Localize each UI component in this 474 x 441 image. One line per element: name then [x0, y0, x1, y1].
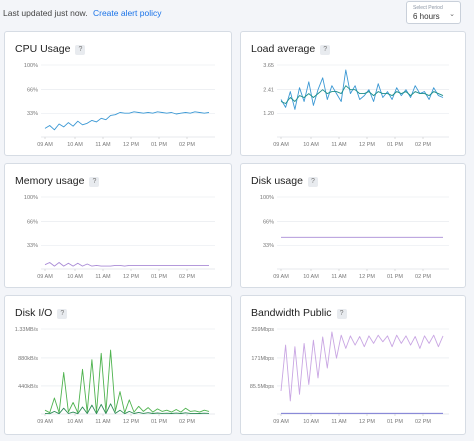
diskio-card: Disk I/O? 1.33MB/s 880kB/s 440kB/s 09 AM 10 A…	[4, 295, 232, 435]
cpu-chart: 100% 66% 33% 09 AM 10 AM 11 AM 12 PM 01 PM 02 PM	[24, 63, 215, 148]
bandwidth-title-text: Bandwidth Public	[251, 307, 332, 319]
bandwidth-title: Bandwidth Public?	[251, 307, 347, 319]
x-tick-label: 09 AM	[273, 274, 289, 280]
y-tick-label: 259Mbps	[251, 327, 274, 333]
x-tick-label: 12 PM	[359, 274, 375, 280]
bandwidth-chart: 259Mbps 171Mbps 85.5Mbps 09 AM 10 AM 11 AM 12 …	[250, 327, 449, 425]
y-tick-label: 66%	[27, 87, 38, 93]
help-icon[interactable]: ?	[336, 309, 347, 319]
x-tick-label: 02 PM	[179, 419, 195, 425]
x-tick-label: 10 AM	[67, 274, 83, 280]
cpu-title-text: CPU Usage	[15, 43, 71, 55]
load-series-0	[280, 69, 444, 110]
period-select-label: Select Period	[413, 5, 443, 11]
x-tick-label: 01 PM	[151, 419, 167, 425]
y-tick-label: 33%	[263, 243, 274, 249]
x-tick-label: 12 PM	[123, 274, 139, 280]
x-tick-label: 02 PM	[415, 274, 431, 280]
load-title: Load average?	[251, 43, 331, 55]
x-tick-label: 12 PM	[359, 142, 375, 148]
y-tick-label: 1.20	[263, 111, 274, 117]
x-tick-label: 09 AM	[37, 142, 53, 148]
x-tick-label: 10 AM	[303, 142, 319, 148]
x-tick-label: 02 PM	[179, 274, 195, 280]
x-tick-label: 11 AM	[95, 419, 111, 425]
load-card: Load average? 3.65 2.41 1.20 09 AM 10 AM 11 AM…	[240, 31, 466, 156]
last-updated: Last updated just now. Create alert poli…	[3, 8, 161, 18]
cpu-title: CPU Usage?	[15, 43, 86, 55]
diskio-series-1	[44, 403, 210, 415]
diskio-title: Disk I/O?	[15, 307, 68, 319]
disk-card: Disk usage? 100% 66% 33% 09 AM 10 AM 11 AM 12 P…	[240, 163, 466, 288]
bandwidth-series-0	[280, 331, 444, 402]
x-tick-label: 12 PM	[359, 419, 375, 425]
disk-title-text: Disk usage	[251, 175, 303, 187]
x-tick-label: 11 AM	[331, 274, 347, 280]
diskio-chart: 1.33MB/s 880kB/s 440kB/s 09 AM 10 AM 11 AM 12 …	[15, 327, 215, 425]
x-tick-label: 10 AM	[303, 419, 319, 425]
help-icon[interactable]: ?	[320, 45, 331, 55]
x-tick-label: 09 AM	[37, 274, 53, 280]
memory-title: Memory usage?	[15, 175, 100, 187]
x-tick-label: 12 PM	[123, 419, 139, 425]
y-tick-label: 66%	[27, 219, 38, 225]
diskio-series-0	[44, 349, 210, 414]
help-icon[interactable]: ?	[89, 177, 100, 187]
x-tick-label: 09 AM	[273, 142, 289, 148]
x-tick-label: 02 PM	[415, 419, 431, 425]
y-tick-label: 33%	[27, 111, 38, 117]
x-tick-label: 10 AM	[67, 419, 83, 425]
y-tick-label: 3.65	[263, 63, 274, 69]
x-tick-label: 09 AM	[37, 419, 53, 425]
x-tick-label: 11 AM	[331, 419, 347, 425]
cpu-series-0	[44, 111, 210, 131]
x-tick-label: 11 AM	[95, 274, 111, 280]
x-tick-label: 10 AM	[67, 142, 83, 148]
y-tick-label: 100%	[24, 195, 38, 201]
chevron-down-icon: ⌄	[449, 11, 455, 18]
x-tick-label: 10 AM	[303, 274, 319, 280]
x-tick-label: 01 PM	[151, 142, 167, 148]
x-tick-label: 02 PM	[415, 142, 431, 148]
y-tick-label: 85.5Mbps	[250, 384, 274, 390]
disk-chart: 100% 66% 33% 09 AM 10 AM 11 AM 12 PM 01 PM 02 PM	[260, 195, 449, 280]
x-tick-label: 12 PM	[123, 142, 139, 148]
y-tick-label: 880kB/s	[18, 356, 38, 362]
y-tick-label: 440kB/s	[18, 384, 38, 390]
memory-chart: 100% 66% 33% 09 AM 10 AM 11 AM 12 PM 01 PM 02 PM	[24, 195, 215, 280]
disk-title: Disk usage?	[251, 175, 318, 187]
x-tick-label: 02 PM	[179, 142, 195, 148]
y-tick-label: 171Mbps	[251, 356, 274, 362]
y-tick-label: 1.33MB/s	[15, 327, 38, 333]
memory-card: Memory usage? 100% 66% 33% 09 AM 10 AM 11 AM 12…	[4, 163, 232, 288]
bandwidth-card: Bandwidth Public? 259Mbps 171Mbps 85.5Mbps 0…	[240, 295, 466, 435]
y-tick-label: 100%	[24, 63, 38, 69]
x-tick-label: 09 AM	[273, 419, 289, 425]
top-bar: Last updated just now. Create alert poli…	[0, 0, 474, 30]
period-select-value: 6 hours	[413, 12, 440, 21]
memory-series-0	[44, 262, 209, 267]
create-alert-policy-link[interactable]: Create alert policy	[92, 8, 162, 18]
x-tick-label: 01 PM	[387, 142, 403, 148]
load-chart: 3.65 2.41 1.20 09 AM 10 AM 11 AM 12 PM 01 PM 02 …	[263, 63, 449, 148]
last-updated-text: Last updated just now.	[3, 8, 88, 18]
help-icon[interactable]: ?	[57, 309, 68, 319]
period-select[interactable]: Select Period 6 hours ⌄	[406, 1, 461, 24]
y-tick-label: 100%	[260, 195, 274, 201]
y-tick-label: 33%	[27, 243, 38, 249]
help-icon[interactable]: ?	[75, 45, 86, 55]
diskio-title-text: Disk I/O	[15, 307, 53, 319]
cpu-card: CPU Usage? 100% 66% 33% 09 AM 10 AM 11 AM 12 PM…	[4, 31, 232, 156]
x-tick-label: 11 AM	[331, 142, 347, 148]
x-tick-label: 01 PM	[387, 419, 403, 425]
load-series-1	[280, 85, 444, 104]
x-tick-label: 11 AM	[95, 142, 111, 148]
y-tick-label: 2.41	[263, 87, 274, 93]
help-icon[interactable]: ?	[307, 177, 318, 187]
x-tick-label: 01 PM	[151, 274, 167, 280]
load-title-text: Load average	[251, 43, 316, 55]
memory-title-text: Memory usage	[15, 175, 85, 187]
y-tick-label: 66%	[263, 219, 274, 225]
x-tick-label: 01 PM	[387, 274, 403, 280]
